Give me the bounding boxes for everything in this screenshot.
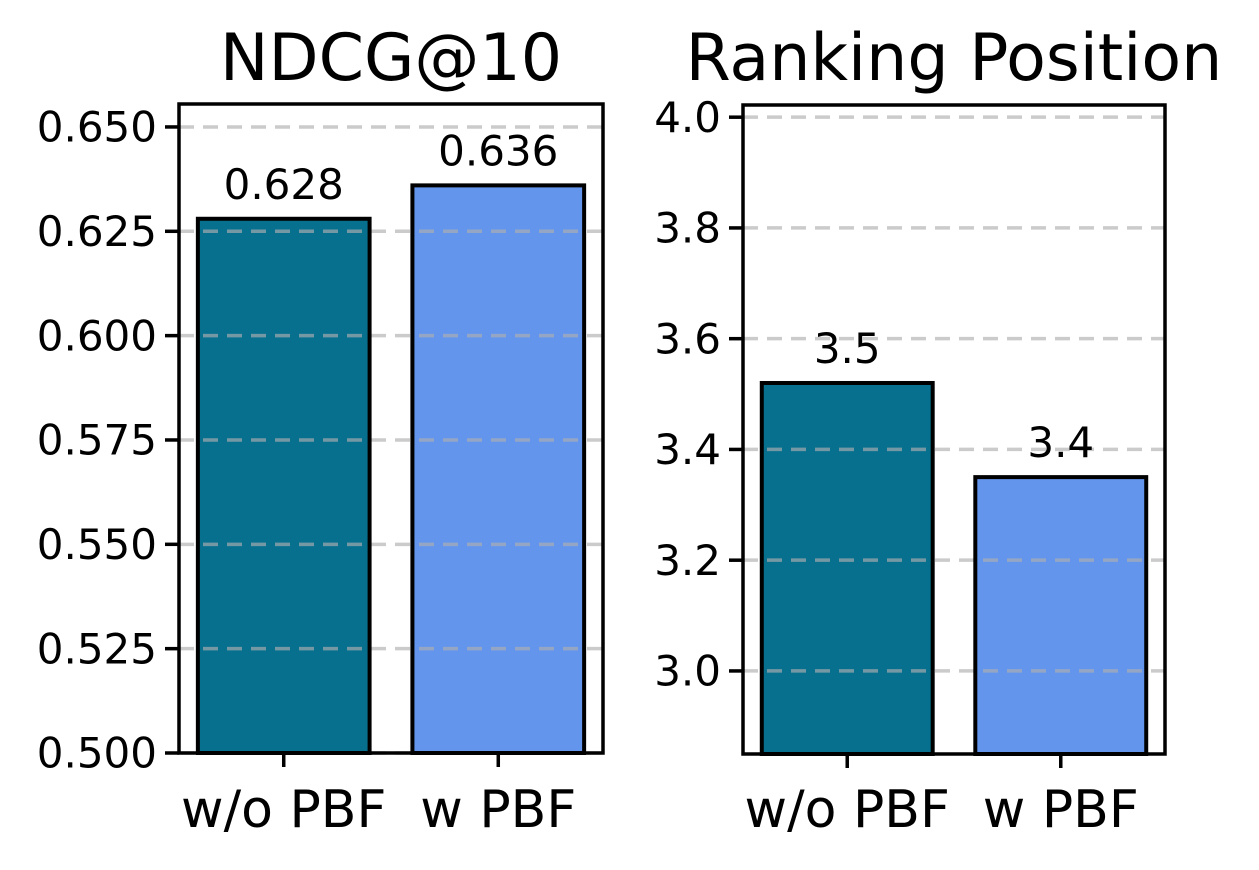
x-tick-label-w-pbf: w PBF (420, 780, 576, 840)
chart-panel-ranking-position: 3.0 3.2 3.4 3.6 3.8 4.0 w/o PBF w PBF 3.5 3.4 Rank… (654, 21, 1222, 840)
bar-value-label: 3.4 (1027, 418, 1094, 467)
y-tick-label: 4.0 (654, 93, 721, 142)
x-tick-label-w-pbf: w PBF (983, 780, 1139, 840)
y-tick-label: 0.625 (37, 207, 157, 256)
y-tick-label: 0.650 (37, 103, 157, 152)
x-tick-label-w-o-pbf: w/o PBF (181, 780, 386, 840)
bar-w-o-pbf (197, 218, 370, 754)
y-tick-label: 3.0 (654, 647, 721, 696)
y-tick-label: 3.8 (654, 204, 721, 253)
y-tick-label: 0.525 (37, 624, 157, 673)
x-tick-label-w-o-pbf: w/o PBF (745, 780, 950, 840)
y-tick-label: 3.4 (654, 425, 721, 474)
y-tick-label: 3.6 (654, 314, 721, 363)
axes-frame (741, 103, 1167, 756)
bar-value-label: 3.5 (814, 324, 881, 373)
chart-title: NDCG@10 (220, 21, 562, 96)
axes-frame (177, 102, 605, 755)
chart-title: Ranking Position (686, 21, 1223, 96)
bar-value-label: 0.636 (438, 126, 558, 175)
bar-w-pbf (412, 185, 585, 753)
bar-w-o-pbf (761, 382, 933, 754)
y-tick-label: 0.550 (37, 520, 157, 569)
y-tick-label: 0.575 (37, 416, 157, 465)
chart-panel-ndcg-10: 0.500 0.525 0.550 0.575 0.600 0.625 0.650 w/o P… (37, 21, 605, 840)
y-tick-label: 0.500 (37, 729, 157, 778)
bar-value-label: 0.628 (224, 160, 344, 209)
bar-w-pbf (975, 477, 1147, 754)
y-tick-label: 0.600 (37, 311, 157, 360)
y-tick-label: 3.2 (654, 536, 721, 585)
